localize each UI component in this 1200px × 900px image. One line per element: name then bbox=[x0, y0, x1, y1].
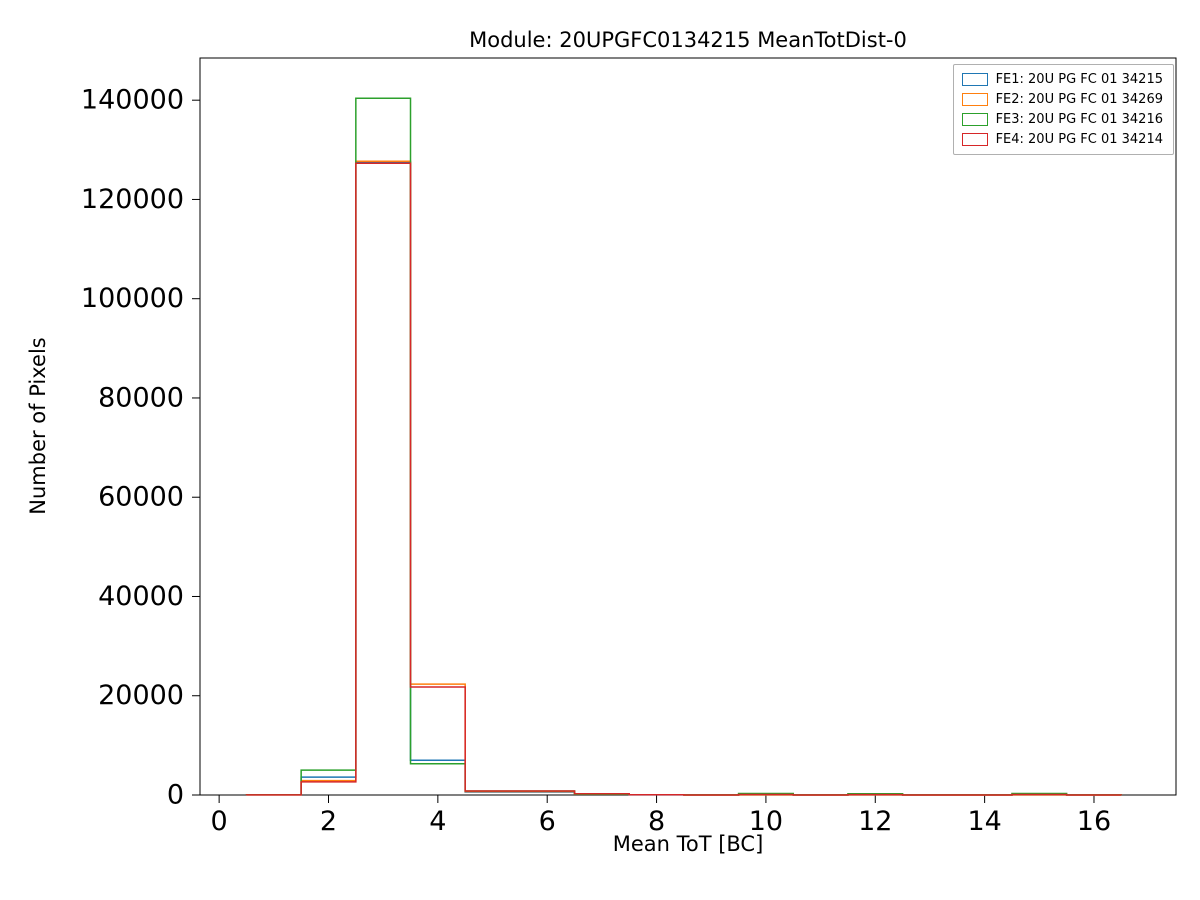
legend-box: FE1: 20U PG FC 01 34215 FE2: 20U PG FC 01… bbox=[952, 64, 1174, 155]
y-tick-label: 120000 bbox=[81, 184, 184, 215]
legend-entry-fe1: FE1: 20U PG FC 01 34215 bbox=[961, 72, 1163, 87]
legend-label-fe2: FE2: 20U PG FC 01 34269 bbox=[995, 92, 1163, 107]
x-tick-label: 2 bbox=[320, 806, 337, 837]
legend-swatch-fe3 bbox=[961, 113, 988, 126]
legend-label-fe4: FE4: 20U PG FC 01 34214 bbox=[995, 132, 1163, 147]
x-tick-label: 0 bbox=[211, 806, 228, 837]
series-step-fe1 bbox=[245, 161, 1123, 796]
x-tick-label: 12 bbox=[858, 806, 892, 837]
y-tick-label: 0 bbox=[167, 780, 184, 811]
series-step-fe4 bbox=[245, 162, 1123, 796]
legend-entry-fe2: FE2: 20U PG FC 01 34269 bbox=[961, 92, 1163, 107]
legend-label-fe3: FE3: 20U PG FC 01 34216 bbox=[995, 112, 1163, 127]
axes-spines bbox=[199, 57, 1177, 796]
y-tick-label: 140000 bbox=[81, 85, 184, 116]
x-tick-label: 8 bbox=[648, 806, 665, 837]
x-tick-label: 6 bbox=[539, 806, 556, 837]
legend-entry-fe3: FE3: 20U PG FC 01 34216 bbox=[961, 112, 1163, 127]
y-tick-label: 60000 bbox=[98, 482, 184, 513]
legend-swatch-fe4 bbox=[961, 133, 988, 146]
y-tick-label: 40000 bbox=[98, 581, 184, 612]
legend-entry-fe4: FE4: 20U PG FC 01 34214 bbox=[961, 132, 1163, 147]
x-tick-label: 16 bbox=[1077, 806, 1111, 837]
x-tick-label: 14 bbox=[967, 806, 1001, 837]
legend-swatch-fe1 bbox=[961, 73, 988, 86]
y-tick-label: 20000 bbox=[98, 680, 184, 711]
legend-swatch-fe2 bbox=[961, 93, 988, 106]
chart-title: Module: 20UPGFC0134215 MeanTotDist-0 bbox=[469, 28, 907, 52]
y-tick-label: 80000 bbox=[98, 382, 184, 413]
x-axis-label: Mean ToT [BC] bbox=[612, 832, 764, 856]
legend-label-fe1: FE1: 20U PG FC 01 34215 bbox=[995, 72, 1163, 87]
x-tick-label: 10 bbox=[749, 806, 783, 837]
y-tick-label: 100000 bbox=[81, 283, 184, 314]
x-tick-label: 4 bbox=[429, 806, 446, 837]
series-step-fe2 bbox=[245, 160, 1123, 796]
series-step-fe3 bbox=[245, 97, 1123, 796]
